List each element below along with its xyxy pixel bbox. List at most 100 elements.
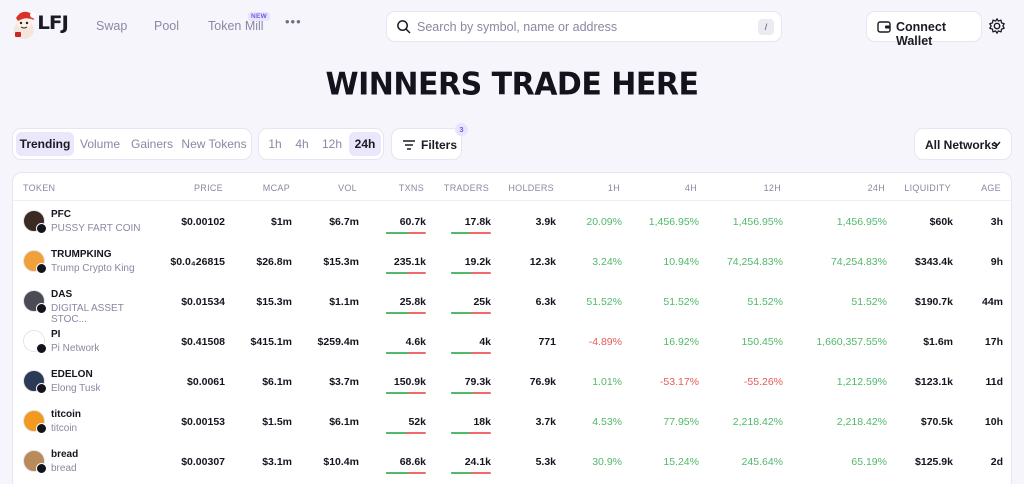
token-name: PUSSY FART COIN [51,223,141,234]
token-name: Pi Network [51,343,100,354]
column-header-mcap[interactable]: MCAP [262,183,290,193]
column-header-traders[interactable]: TRADERS [443,183,489,193]
column-header-age[interactable]: AGE [981,183,1001,193]
cell-traders: 79.3k [464,376,491,388]
cell-traders: 17.8k [464,216,491,228]
txns-buy-sell-bar [386,312,426,314]
tab-volume[interactable]: Volume [79,137,121,151]
cell-mcap: $26.8m [256,256,292,268]
search-input[interactable] [417,17,747,37]
token-symbol: bread [51,449,79,460]
search-icon [397,20,411,34]
traders-buy-sell-bar [451,312,491,314]
cell-vol: $10.4m [323,456,359,468]
txns-buy-fill [386,472,408,474]
cell-h1: -4.89% [588,336,622,348]
txns-buy-fill [386,432,406,434]
table-row[interactable]: DAS DIGITAL ASSET STOC... $0.01534 $15.3m $1… [13,282,1011,325]
lfj-logo[interactable]: LFJ [12,6,74,44]
search-bar[interactable]: / [386,11,782,42]
cell-h24: 1,212.59% [836,376,887,388]
column-header-12h[interactable]: 12H [763,183,781,193]
nav-pool[interactable]: Pool [154,19,180,33]
cell-liquidity: $123.1k [915,376,953,388]
column-header-4h[interactable]: 4H [684,183,697,193]
cell-h12: 2,218.42% [732,416,783,428]
cell-h4: 10.94% [663,256,699,268]
chain-badge-icon [36,343,47,354]
traders-buy-sell-bar [451,432,491,434]
column-header-txns[interactable]: TXNS [398,183,424,193]
traders-buy-sell-bar [451,272,491,274]
network-select[interactable]: All Networks [914,128,1012,160]
cell-traders: 24.1k [464,456,491,468]
cell-h1: 30.9% [592,456,622,468]
cell-mcap: $1m [270,216,292,228]
hero-title: WINNERS TRADE HERE [325,66,699,103]
cell-price: $0.00307 [181,456,225,468]
nav-swap[interactable]: Swap [96,19,128,33]
traders-buy-fill [451,472,471,474]
gear-icon[interactable] [988,17,1006,35]
cell-h24: 51.52% [851,296,887,308]
traders-buy-fill [451,432,469,434]
token-name: Elong Tusk [51,383,101,394]
cell-liquidity: $60k [929,216,953,228]
cell-h12: -55.26% [743,376,783,388]
column-header-liquidity[interactable]: LIQUIDITY [904,183,951,193]
cell-holders: 3.7k [535,416,556,428]
tab-trending[interactable]: Trending [16,132,74,156]
cell-holders: 5.3k [535,456,556,468]
filters-button[interactable]: Filters 3 [391,123,468,160]
token-symbol: PI [51,329,61,340]
tokens-table: TOKEN PRICE MCAP VOL TXNS TRADERS HOLDERS 1H 4H 1… [12,172,1012,484]
txns-buy-sell-bar [386,432,426,434]
tab-1h[interactable]: 1h [268,137,282,151]
cell-mcap: $15.3m [256,296,292,308]
cell-holders: 12.3k [529,256,556,268]
table-row[interactable]: bread bread $0.00307 $3.1m $10.4m 68.6k 24.1k 5… [13,442,1011,482]
table-row[interactable]: EDELON Elong Tusk $0.0061 $6.1m $3.7m 150.9k 7… [13,362,1011,402]
cell-txns: 25.8k [399,296,426,308]
column-header-price[interactable]: PRICE [193,183,223,193]
table-row[interactable]: titcoin titcoin $0.00153 $1.5m $6.1m 52k 18k 3.… [13,402,1011,442]
cell-vol: $6.7m [329,216,359,228]
time-tabs: 1h 4h 12h 24h [258,128,384,160]
cell-age: 10h [984,416,1003,428]
cell-h24: 1,660,357.55% [816,336,887,348]
table-row[interactable]: TRUMPKING Trump Crypto King $0.0₄26815 $26.… [13,242,1011,282]
token-symbol: EDELON [51,369,93,380]
column-header-vol[interactable]: VOL [338,183,357,193]
tab-12h[interactable]: 12h [321,137,343,151]
cell-age: 2d [990,456,1003,468]
connect-wallet-button[interactable]: Connect Wallet [866,11,982,48]
nav-token-mill[interactable]: Token Mill [208,19,264,33]
cell-liquidity: $343.4k [915,256,953,268]
txns-buy-sell-bar [386,352,426,354]
cell-h4: -53.17% [659,376,699,388]
cell-holders: 76.9k [529,376,556,388]
connect-wallet-label: Connect Wallet [896,20,946,48]
column-header-token: TOKEN [23,183,56,193]
chain-badge-icon [36,383,47,394]
table-row[interactable]: PFC PUSSY FART COIN $0.00102 $1m $6.7m 60.7k 1… [13,202,1011,242]
cell-traders: 19.2k [464,256,491,268]
cell-age: 3h [990,216,1003,228]
filter-icon [403,140,415,150]
tab-new-tokens[interactable]: New Tokens [181,137,247,151]
column-header-24h[interactable]: 24H [867,183,885,193]
cell-h4: 16.92% [663,336,699,348]
txns-buy-sell-bar [386,472,426,474]
column-header-1h[interactable]: 1H [607,183,620,193]
cell-h12: 51.52% [747,296,783,308]
tab-gainers[interactable]: Gainers [130,137,174,151]
tab-4h[interactable]: 4h [295,137,309,151]
cell-txns: 150.9k [393,376,426,388]
cell-holders: 3.9k [535,216,556,228]
more-horizontal-icon[interactable]: ••• [285,14,302,29]
logo-wordmark: LFJ [37,12,69,34]
tab-24h[interactable]: 24h [349,132,381,156]
traders-buy-sell-bar [451,352,491,354]
column-header-holders[interactable]: HOLDERS [508,183,554,193]
table-row[interactable]: PI Pi Network $0.41508 $415.1m $259.4m 4.6k 4k… [13,322,1011,362]
